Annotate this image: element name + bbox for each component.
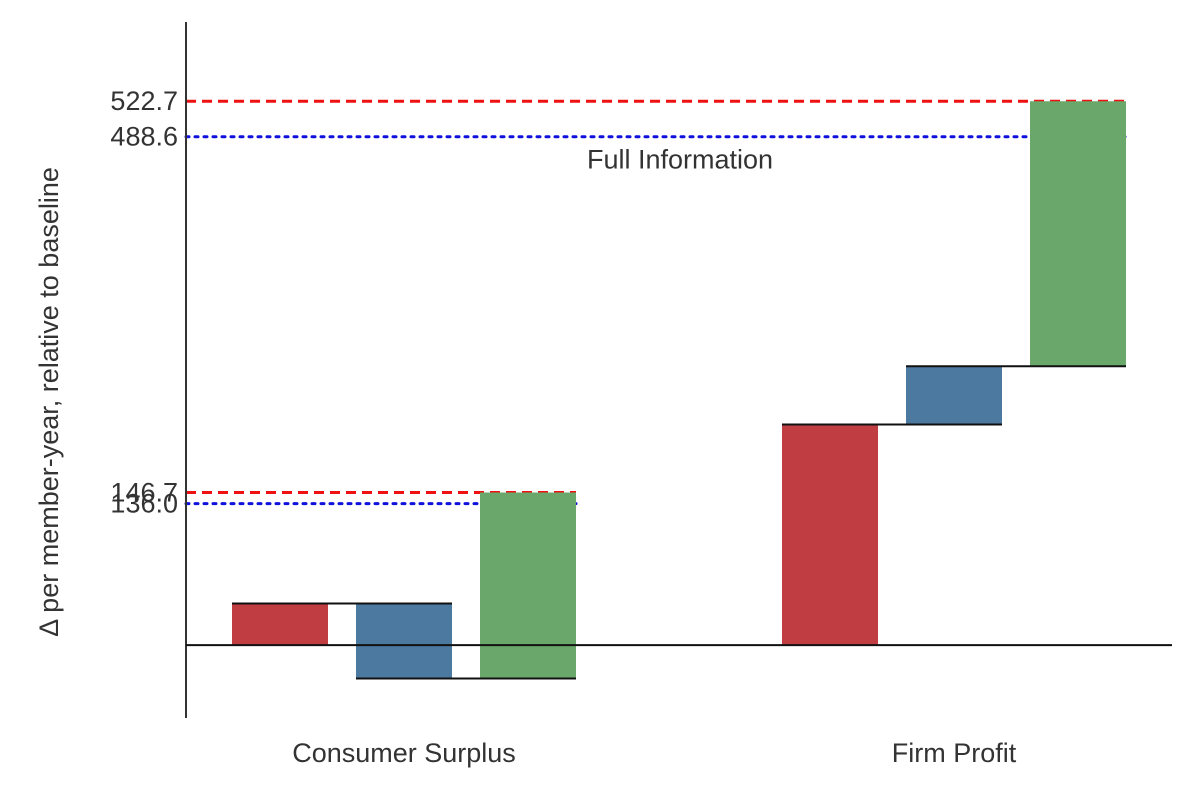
annotations: Full Information [587,145,773,175]
waterfall-bar [480,492,576,679]
y-tick-label: 522.7 [110,86,178,116]
reference-annotation: Full Information [587,145,773,175]
category-label: Consumer Surplus [292,738,516,768]
y-tick-label: 146.7 [110,478,178,508]
y-tick-label: 488.6 [110,122,178,152]
category-labels: Consumer Surplus Firm Profit [292,738,1017,768]
y-axis-title: Δ per member-year, relative to baseline [34,167,64,637]
waterfall-bar [232,603,328,646]
waterfall-bar [1030,101,1126,367]
waterfall-bar [906,366,1002,425]
y-tick-label: 136.0 [110,489,178,519]
bars [232,101,1126,679]
category-label: Firm Profit [892,738,1017,768]
axes [185,22,1172,718]
waterfall-bar [356,603,452,679]
connector-lines [232,365,1126,680]
waterfall-bar [782,424,878,646]
